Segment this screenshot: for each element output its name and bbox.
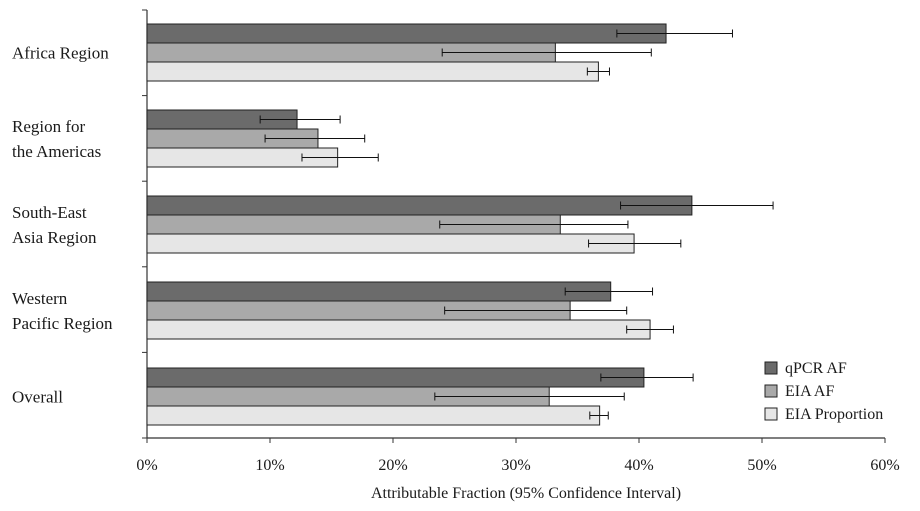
bar (146, 367, 645, 388)
legend-entry: qPCR AF (785, 360, 847, 377)
bar (146, 233, 635, 254)
legend-entry: EIA AF (785, 383, 834, 400)
legend: qPCR AF EIA AF EIA Proportion (764, 360, 883, 423)
category-label: Overall (12, 388, 63, 407)
x-tick-label: 50% (747, 457, 776, 474)
x-tick-label: 60% (870, 457, 899, 474)
category-label: the Americas (12, 142, 101, 161)
bar (146, 281, 612, 302)
bar (146, 23, 667, 44)
category-label: Asia Region (12, 228, 97, 247)
category-label: Pacific Region (12, 314, 113, 333)
x-axis-label: Attributable Fraction (95% Confidence In… (371, 485, 681, 502)
error-bars (259, 29, 774, 420)
category-labels: Africa Region Region for the Americas South… (12, 44, 113, 407)
x-tick-label: 20% (378, 457, 407, 474)
category-label: Region for (12, 117, 86, 136)
bar (146, 195, 693, 216)
bars (146, 23, 693, 426)
bar (146, 61, 599, 82)
category-label: Western (12, 289, 68, 308)
x-tick-labels: 0% 10% 20% 30% 40% 50% 60% (136, 457, 899, 474)
bar (146, 319, 651, 340)
x-tick-label: 30% (501, 457, 530, 474)
legend-swatch (764, 384, 778, 398)
x-tick-label: 0% (136, 457, 157, 474)
bar (146, 405, 601, 426)
category-label: Africa Region (12, 44, 109, 63)
x-tick-label: 40% (624, 457, 653, 474)
legend-entry: EIA Proportion (785, 406, 883, 423)
legend-swatch (764, 407, 778, 421)
category-label: South-East (12, 203, 87, 222)
legend-swatch (764, 361, 778, 375)
x-tick-label: 10% (255, 457, 284, 474)
